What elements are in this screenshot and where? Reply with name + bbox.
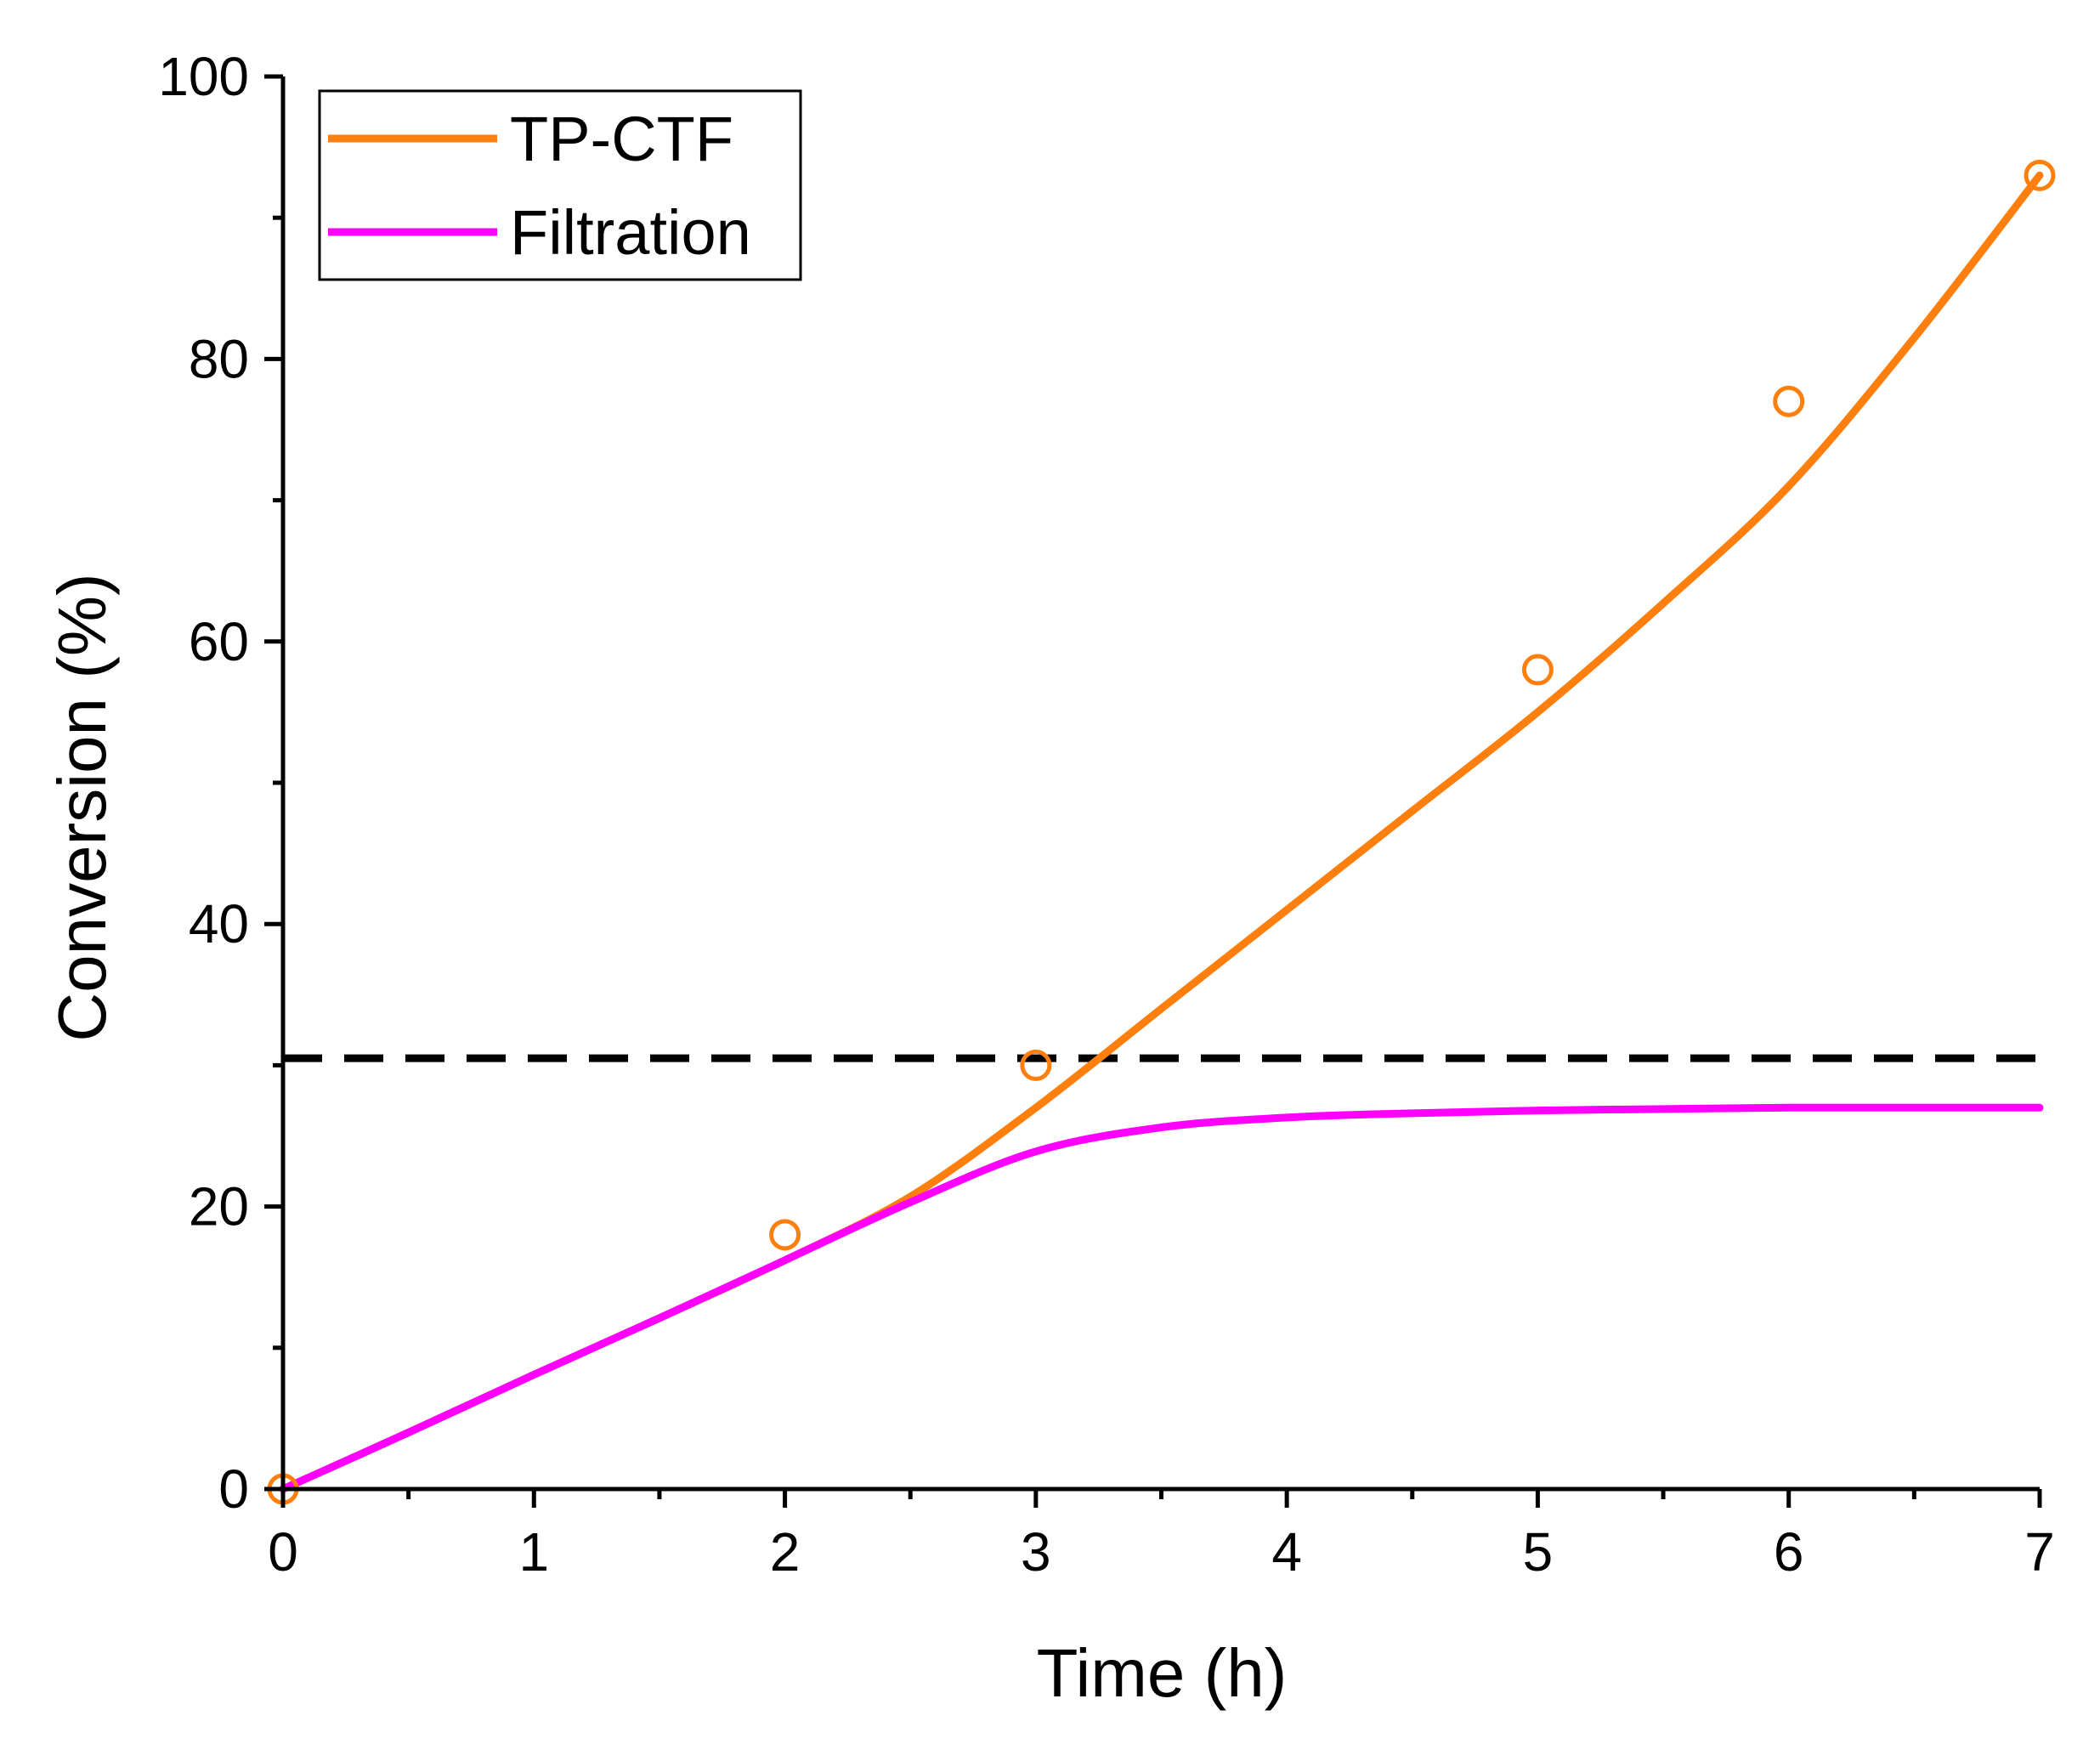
x-tick-label: 5 bbox=[1523, 1521, 1554, 1583]
legend-label: TP-CTF bbox=[510, 104, 733, 174]
legend-label: Filtration bbox=[510, 197, 751, 268]
x-axis-title: Time (h) bbox=[1037, 1635, 1288, 1711]
x-tick-label: 4 bbox=[1271, 1521, 1302, 1583]
axes: 0 1 2 3 4 5 6 7 0 20 40 60 80 100 bbox=[158, 46, 2055, 1583]
data-point bbox=[1773, 385, 1805, 417]
x-tick-label: 6 bbox=[1774, 1521, 1804, 1583]
series-line-filtration bbox=[279, 1103, 2044, 1493]
y-tick-label: 80 bbox=[189, 328, 249, 389]
data-point bbox=[1020, 1049, 1052, 1081]
x-tick-label: 0 bbox=[268, 1521, 298, 1583]
y-tick-label: 20 bbox=[189, 1176, 249, 1237]
x-tick-label: 1 bbox=[518, 1521, 549, 1583]
x-tick-label: 3 bbox=[1021, 1521, 1051, 1583]
x-tick-label: 2 bbox=[770, 1521, 801, 1583]
data-point bbox=[769, 1219, 801, 1251]
x-tick-label: 7 bbox=[2024, 1521, 2055, 1583]
plot-marks bbox=[267, 159, 2056, 1505]
y-tick-label: 0 bbox=[218, 1458, 249, 1520]
y-tick-label: 100 bbox=[158, 46, 249, 107]
y-axis-title: Conversion (%) bbox=[44, 573, 120, 1041]
y-tick-label: 40 bbox=[189, 893, 249, 954]
data-point bbox=[2024, 159, 2056, 191]
data-point bbox=[1521, 654, 1554, 686]
y-tick-label: 60 bbox=[189, 611, 249, 672]
legend: TP-CTF Filtration bbox=[318, 89, 802, 281]
legend-box bbox=[318, 89, 802, 281]
series-line-tp-ctf bbox=[279, 171, 2044, 1493]
